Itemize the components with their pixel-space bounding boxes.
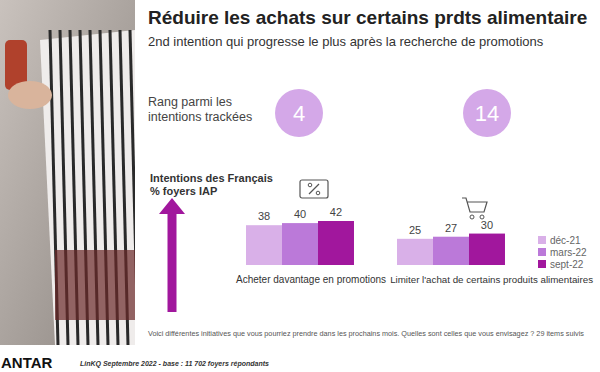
y-label: Intentions des Français [150, 172, 273, 184]
bar [433, 237, 469, 265]
plot-area [246, 221, 505, 265]
category-label: Limiter l'achat de certains produits ali… [390, 274, 593, 285]
basket [55, 250, 135, 320]
rank-label: Rang parmi les [148, 95, 232, 109]
source: LinKQ Septembre 2022 - base : 11 702 foy… [80, 360, 269, 368]
data-label: 40 [294, 208, 306, 220]
subtitle: 2nd intention qui progresse le plus aprè… [148, 34, 544, 49]
category-label: Acheter davantage en promotions [236, 274, 386, 285]
category-labels: Acheter davantage en promotions Limiter l… [236, 274, 593, 285]
rank-label: intentions trackées [148, 110, 252, 124]
icon-part [316, 191, 320, 195]
legend-swatch [538, 248, 546, 256]
bar [282, 223, 318, 265]
icon-part [300, 180, 328, 198]
legend-swatch [538, 236, 546, 244]
rank-badge [275, 89, 323, 137]
legend-label: mars-22 [550, 247, 587, 258]
arrow-shaft [168, 212, 177, 312]
bar [318, 221, 354, 265]
data-label: 27 [445, 222, 457, 234]
chart: Réduire les achats sur certains prdts al… [0, 0, 600, 372]
rank-badge [463, 89, 511, 137]
icon-part [309, 184, 319, 194]
legend-label: déc-21 [550, 235, 581, 246]
bar [397, 239, 433, 265]
data-labels: 38 25 40 27 42 30 [258, 206, 493, 236]
y-label: % foyers IAP [150, 185, 217, 197]
shirt [40, 30, 135, 345]
rank-value: 14 [475, 101, 499, 126]
hand [8, 81, 52, 109]
percent-icon [300, 180, 328, 198]
cart-icon [462, 198, 487, 219]
logo: ANTAR [1, 354, 53, 371]
data-label: 42 [330, 206, 342, 218]
photo-background [0, 0, 135, 345]
arrow-head [159, 198, 185, 214]
icon-part [470, 215, 474, 219]
icon-part [308, 183, 312, 187]
rank-value: 4 [293, 101, 305, 126]
footnote: Voici différentes initiatives que vous p… [148, 329, 584, 338]
bar [469, 234, 505, 265]
bar [246, 225, 282, 265]
photo [0, 0, 135, 345]
data-label: 25 [409, 224, 421, 236]
icon-part [462, 198, 487, 212]
legend-swatch [538, 260, 546, 268]
legend-label: sept-22 [550, 259, 584, 270]
title: Réduire les achats sur certains prdts al… [148, 7, 587, 28]
data-label: 30 [481, 219, 493, 231]
data-label: 38 [258, 210, 270, 222]
legend: déc-21mars-22sept-22 [538, 235, 587, 270]
